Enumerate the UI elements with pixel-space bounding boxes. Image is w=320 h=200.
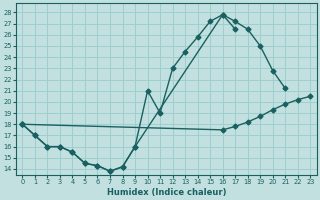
X-axis label: Humidex (Indice chaleur): Humidex (Indice chaleur)	[107, 188, 226, 197]
